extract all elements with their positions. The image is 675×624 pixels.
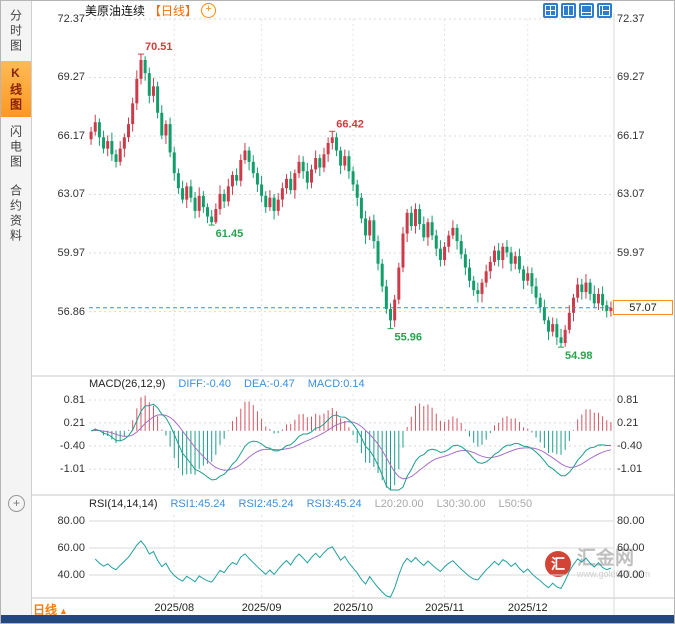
macd-hist-value: MACD:0.14	[307, 378, 365, 390]
sidebar-item-contract-info[interactable]: 合约资料	[8, 184, 23, 244]
axis-label: 59.97	[617, 246, 645, 259]
axis-label: 59.97	[57, 246, 85, 259]
svg-text:70.51: 70.51	[145, 41, 173, 53]
svg-text:54.98: 54.98	[565, 350, 593, 362]
rsi-title: RSI(14,14,14)	[89, 498, 158, 510]
axis-label: 63.07	[57, 188, 85, 201]
svg-text:61.45: 61.45	[216, 228, 244, 240]
x-axis-date-label: 2025/12	[507, 602, 548, 614]
axis-label: 69.27	[617, 71, 645, 84]
axis-label: 66.17	[617, 129, 645, 142]
axis-label: 60.00	[617, 542, 645, 554]
axis-label: 72.37	[57, 13, 85, 25]
axis-label: 56.86	[57, 305, 85, 318]
x-axis-date-label: 2025/10	[333, 602, 373, 614]
chevron-up-icon: ▲	[59, 606, 68, 616]
axis-label: -1.01	[59, 463, 85, 476]
timeframe-label: 日线	[33, 603, 58, 617]
axis-label: 66.17	[57, 129, 85, 142]
rsi-l30-value: L30:30.00	[436, 498, 486, 510]
chart-header: 美原油连续 【日线】 +	[85, 2, 217, 19]
x-axis-date-label: 2025/09	[241, 602, 282, 614]
timeframe-tag: 【日线】	[149, 4, 198, 18]
axis-label: 63.07	[617, 188, 645, 201]
layout-multi-pane-icon[interactable]	[597, 3, 612, 18]
symbol-title: 美原油连续	[85, 4, 146, 18]
axis-label: 60.00	[57, 542, 85, 554]
axis-label: 0.21	[617, 416, 639, 429]
rsi1-value: RSI1:45.24	[170, 498, 226, 510]
rsi3-value: RSI3:45.24	[306, 498, 362, 510]
watermark-logo-icon: 汇	[545, 551, 571, 577]
axis-label: 40.00	[617, 569, 645, 581]
axis-label: 80.00	[57, 515, 85, 527]
sidebar-item-lightning-chart[interactable]: 闪电图	[8, 124, 23, 170]
macd-title: MACD(26,12,9)	[89, 378, 166, 390]
svg-text:66.42: 66.42	[336, 118, 364, 130]
x-axis-date-label: 2025/08	[154, 602, 195, 614]
rsi2-value: RSI2:45.24	[238, 498, 294, 510]
rsi-l20-value: L20:20.00	[374, 498, 424, 510]
layout-toolbar	[543, 3, 612, 18]
sidebar-item-kline-chart[interactable]: K线图	[1, 61, 31, 117]
rsi-l50-value: L50:50	[498, 498, 533, 510]
macd-diff-value: DIFF:-0.40	[178, 378, 231, 390]
axis-label: -0.40	[617, 440, 643, 452]
axis-label: 0.21	[63, 416, 85, 429]
svg-text:55.96: 55.96	[395, 332, 423, 344]
axis-label: -0.40	[59, 440, 85, 452]
macd-legend: MACD(26,12,9) DIFF:-0.40 DEA:-0.47 MACD:…	[89, 378, 365, 390]
x-axis-date-label: 2025/11	[425, 602, 465, 614]
sidebar-item-timeshare-chart[interactable]: 分时图	[8, 8, 23, 54]
add-indicator-icon[interactable]: +	[201, 3, 217, 18]
macd-dea-value: DEA:-0.47	[244, 378, 295, 390]
rsi-legend: RSI(14,14,14) RSI1:45.24 RSI2:45.24 RSI3…	[89, 498, 532, 510]
add-panel-icon[interactable]: +	[8, 495, 25, 512]
axis-label: -1.01	[617, 463, 643, 476]
bottom-bar	[1, 615, 674, 623]
timeframe-selector[interactable]: 日线 ▲	[33, 601, 68, 618]
axis-label: 0.81	[617, 394, 639, 407]
layout-split-vertical-icon[interactable]	[561, 3, 576, 18]
current-price-tag: 57.07	[613, 300, 673, 316]
axis-label: 40.00	[57, 569, 85, 581]
layout-split-horizontal-icon[interactable]	[579, 3, 594, 18]
sidebar: 分时图 K线图 闪电图 合约资料	[1, 1, 32, 615]
layout-grid4-icon[interactable]	[543, 3, 558, 18]
axis-label: 69.27	[57, 71, 85, 84]
axis-label: 72.37	[617, 13, 645, 25]
axis-label: 0.81	[63, 394, 85, 407]
axis-label: 80.00	[617, 515, 645, 527]
